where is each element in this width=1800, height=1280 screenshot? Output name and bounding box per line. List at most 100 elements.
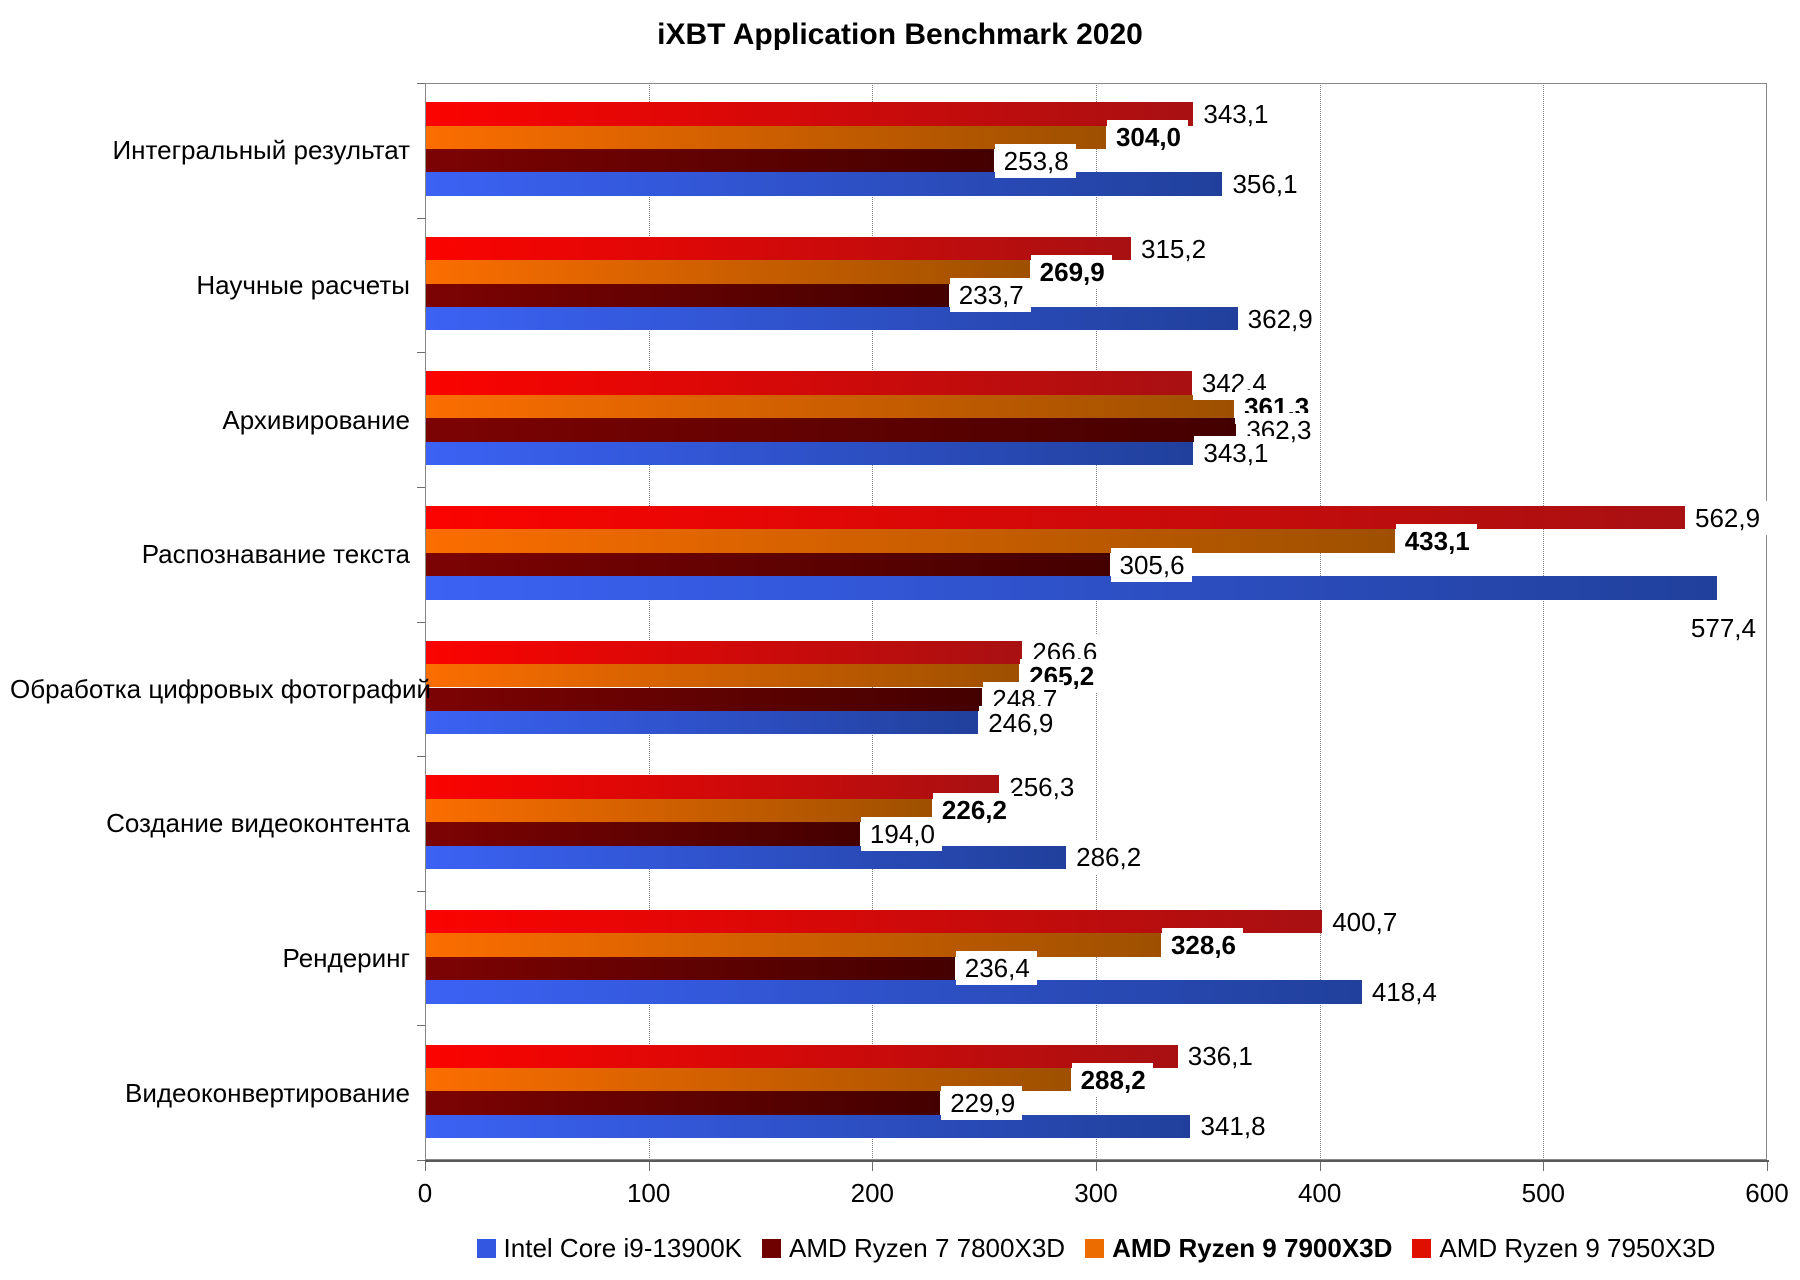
x-tick-label: 200	[850, 1178, 895, 1208]
value-label: 362,9	[1238, 301, 1320, 336]
value-label: 226,2	[932, 793, 1014, 828]
value-label: 343,1	[1194, 96, 1276, 131]
value-label: 343,1	[1194, 436, 1276, 471]
bar-series2-cat4	[426, 529, 1395, 553]
bar-series3-cat7	[426, 956, 955, 981]
value-label: 577,4	[1690, 612, 1756, 643]
bar-series2-cat1	[426, 125, 1106, 149]
x-tick-label: 0	[417, 1178, 433, 1208]
legend-swatch-icon	[762, 1239, 782, 1258]
category-label: Интегральный результат	[112, 135, 410, 166]
gridline-300	[1096, 83, 1097, 1160]
bar-series1-cat3	[426, 371, 1192, 395]
y-tick-mark	[417, 621, 425, 623]
bar-series3-cat5	[426, 687, 983, 711]
y-tick-mark	[417, 756, 425, 758]
bar-series4-cat8	[426, 1114, 1191, 1139]
value-label: 256,3	[1000, 770, 1082, 805]
value-label: 286,2	[1067, 840, 1149, 875]
value-label: 304,0	[1106, 120, 1189, 155]
value-label: 229,9	[941, 1086, 1023, 1121]
category-label: Видеоконвертирование	[125, 1077, 410, 1108]
x-tick-mark	[1096, 1162, 1097, 1171]
value-label: 328,6	[1161, 928, 1244, 963]
legend-item: AMD Ryzen 7 7800X3D	[762, 1233, 1065, 1264]
bar-series2-cat5	[426, 664, 1020, 688]
bar-series4-cat5	[426, 710, 979, 735]
gridline-200	[872, 83, 874, 1160]
legend-label: AMD Ryzen 7 7800X3D	[789, 1233, 1066, 1263]
x-tick-label: 600	[1745, 1178, 1789, 1208]
bar-series3-cat6	[426, 822, 860, 846]
x-tick-mark	[648, 1162, 650, 1171]
bar-series3-cat2	[426, 283, 949, 308]
category-label: Рендеринг	[282, 943, 410, 974]
bar-series1-cat2	[426, 236, 1131, 261]
bar-series4-cat3	[426, 441, 1194, 466]
legend: Intel Core i9-13900K AMD Ryzen 7 7800X3D A…	[425, 1233, 1767, 1264]
bar-series1-cat6	[426, 775, 1000, 799]
value-label: 400,7	[1323, 904, 1405, 939]
chart-title: iXBT Application Benchmark 2020	[657, 18, 1143, 51]
gridline-400	[1319, 83, 1321, 1160]
legend-item: AMD Ryzen 9 7900X3D	[1085, 1233, 1392, 1264]
bar-series1-cat8	[426, 1044, 1178, 1068]
y-tick-mark	[417, 83, 425, 84]
value-label: 418,4	[1362, 974, 1444, 1009]
category-label: Научные расчеты	[196, 269, 410, 300]
y-tick-mark	[417, 1025, 425, 1027]
legend-swatch-icon	[1085, 1239, 1105, 1258]
legend-item: AMD Ryzen 9 7950X3D	[1412, 1233, 1715, 1264]
category-label: Архивирование	[222, 404, 410, 435]
value-label: 233,7	[949, 278, 1031, 313]
bar-series2-cat8	[426, 1067, 1071, 1092]
bar-series1-cat4	[426, 506, 1686, 530]
bar-series1-cat7	[426, 909, 1323, 934]
bar-series4-cat1	[426, 172, 1223, 196]
value-label: 288,2	[1071, 1062, 1153, 1097]
bar-series3-cat8	[426, 1091, 941, 1115]
bar-series2-cat3	[426, 394, 1235, 419]
legend-item: Intel Core i9-13900K	[476, 1233, 743, 1264]
bar-series3-cat1	[426, 149, 994, 173]
bar-series3-cat4	[426, 552, 1110, 577]
x-tick-mark	[1543, 1162, 1545, 1171]
y-tick-mark	[417, 1160, 425, 1161]
bar-series4-cat4	[426, 576, 1718, 600]
gridline-500	[1543, 83, 1545, 1160]
legend-label: AMD Ryzen 9 7950X3D	[1439, 1233, 1716, 1263]
value-label: 246,9	[979, 705, 1061, 740]
bar-series2-cat7	[426, 933, 1161, 957]
legend-label: AMD Ryzen 9 7900X3D	[1112, 1233, 1393, 1263]
legend-label: Intel Core i9-13900K	[503, 1233, 743, 1263]
bar-series2-cat6	[426, 798, 932, 823]
x-tick-label: 100	[626, 1178, 671, 1208]
value-label: 336,1	[1178, 1039, 1260, 1074]
y-tick-mark	[417, 890, 425, 892]
value-label: 433,1	[1395, 524, 1477, 559]
value-label: 356,1	[1223, 167, 1305, 202]
legend-swatch-icon	[476, 1239, 496, 1258]
gridline-100	[648, 83, 650, 1160]
bar-series2-cat2	[426, 260, 1030, 284]
value-label: 562,9	[1686, 500, 1768, 535]
category-label: Обработка цифровых фотографий	[10, 673, 432, 704]
x-tick-mark	[872, 1162, 874, 1171]
x-axis-line	[425, 1160, 1769, 1162]
value-label: 305,6	[1110, 547, 1192, 582]
category-label: Создание видеоконтента	[106, 808, 410, 839]
value-label: 341,8	[1191, 1109, 1273, 1144]
x-tick-mark	[1319, 1162, 1321, 1171]
value-label: 315,2	[1131, 231, 1214, 266]
y-tick-mark	[417, 352, 425, 354]
value-label: 269,9	[1030, 254, 1112, 289]
y-tick-mark	[417, 486, 425, 488]
bar-series1-cat5	[426, 640, 1023, 665]
y-tick-mark	[417, 217, 425, 219]
bar-series4-cat6	[426, 845, 1067, 869]
x-tick-mark	[425, 1162, 426, 1171]
x-tick-label: 400	[1297, 1178, 1342, 1208]
legend-swatch-icon	[1412, 1239, 1432, 1258]
x-tick-label: 300	[1074, 1178, 1118, 1208]
